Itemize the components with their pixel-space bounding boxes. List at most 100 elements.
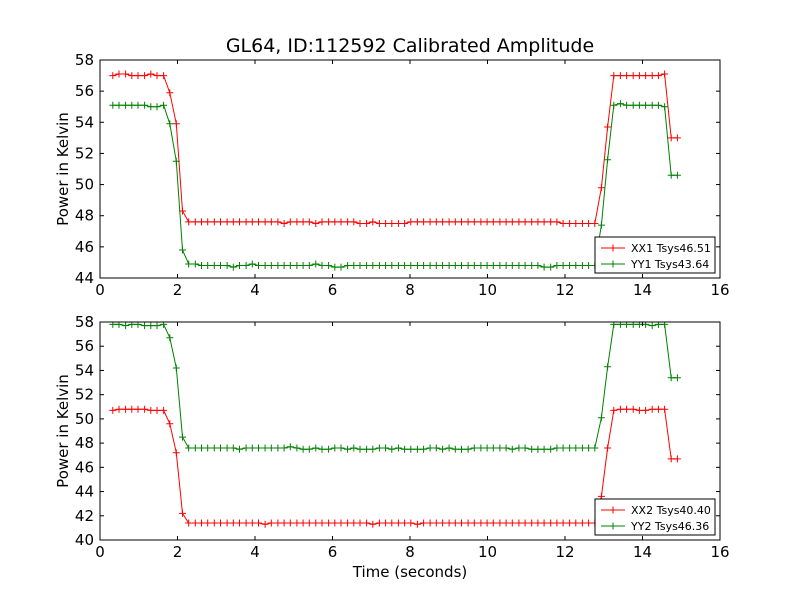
chart-2-series-1-point [293, 519, 301, 527]
chart-1-series-2-point [445, 262, 453, 269]
chart-2-series-2-point [489, 444, 497, 452]
chart-1-series-1-point [413, 218, 421, 226]
chart-2-series-1-point [274, 519, 282, 527]
chart-1-series-1-point [432, 218, 440, 226]
chart-1-legend-box [594, 236, 716, 274]
chart-2-series-2-point [515, 444, 523, 452]
chart-2-series-1-point [223, 519, 231, 527]
chart-2-series-1-point [280, 519, 288, 527]
chart-2-series-2-point [274, 444, 282, 452]
chart-1-series-1-point [477, 218, 485, 226]
chart-1-series-1-point [344, 218, 352, 226]
chart-2-series-1-point [635, 406, 643, 414]
chart-2-series-2-point [559, 444, 567, 452]
chart-2-series-1-point [420, 519, 428, 527]
chart-1-series-1-point [483, 218, 491, 226]
chart-2-series-2-point [305, 445, 313, 453]
chart-2-series-1-point [547, 519, 555, 527]
chart-1-y-tick-label: 58 [75, 51, 94, 69]
chart-1-x-tick-label: 12 [555, 281, 574, 299]
chart-2-series-2-point [388, 445, 396, 453]
chart-2-series-2-point [540, 445, 548, 453]
chart-2-series-1-point [489, 519, 497, 527]
chart-1-series-2-point [654, 101, 662, 109]
chart-2-series-1-point [515, 519, 523, 527]
chart-1-x-tick-label: 4 [250, 281, 260, 299]
chart-1-x-tick-label: 8 [405, 281, 415, 299]
chart-1-series-2-point [496, 262, 504, 269]
chart-2-series-1-point [191, 519, 199, 527]
chart-2-legend-label: YY2 Tsys46.36 [630, 520, 709, 533]
chart-2-series-1-point [553, 519, 561, 527]
chart-1-series-2-point [255, 262, 262, 269]
chart-1-series-1-point [572, 220, 580, 227]
chart-1-series-1-point [566, 220, 574, 227]
chart-2-series-1-point [439, 519, 447, 527]
chart-2-series-2-point [585, 444, 593, 452]
chart-2-series-1-point [236, 519, 243, 527]
chart-1-series-1-point [610, 72, 618, 80]
chart-1-series-1-point [128, 72, 136, 80]
chart-2-series-2-point [597, 414, 605, 422]
chart-2-series-2-point [318, 445, 326, 453]
chart-1-series-1-point [293, 218, 301, 226]
chart-1-legend-marker [609, 244, 617, 252]
chart-2-series-2-point [337, 444, 345, 452]
chart-2-series-2-point [591, 444, 599, 452]
chart-1-series-2-point [464, 262, 472, 269]
chart-2-series-1-point [629, 405, 637, 413]
chart-1-series-2-point [439, 262, 447, 269]
chart-2-x-tick-label: 0 [95, 543, 105, 561]
chart-1-series-2-point [635, 101, 643, 109]
chart-1-series-2-point [547, 263, 555, 271]
chart-1-series-2-point [236, 262, 243, 269]
chart-1-series-1-point [394, 220, 402, 227]
chart-1-series-2-point [508, 262, 516, 269]
chart-2-series-1-point [369, 520, 377, 528]
chart-2-series-2-point [604, 363, 612, 371]
chart-1-series-1-point [280, 220, 288, 227]
chart-1-series-2-point [470, 262, 478, 269]
chart-1-series-2-point [401, 262, 409, 269]
chart-2-series-2-point [477, 444, 485, 452]
chart-2-series-1-point [255, 519, 262, 527]
chart-1-series-1-point [426, 218, 434, 226]
chart-1-series-1-point [559, 220, 567, 227]
chart-1-series-2-point [344, 262, 352, 269]
chart-1-series-1-point [172, 120, 180, 128]
chart-2-series-1-point [109, 406, 117, 414]
chart-2-x-tick-label: 14 [633, 543, 652, 561]
chart-2-series-1-point [128, 405, 136, 413]
chart-2-x-tick-label: 6 [328, 543, 338, 561]
chart-2-series-2-point [496, 444, 504, 452]
chart-2-series-1-point [502, 519, 510, 527]
chart-2-series-2-point [210, 444, 218, 452]
chart-1-y-tick-label: 50 [75, 176, 94, 194]
chart-1-series-2-point [369, 262, 377, 269]
chart-1-series-2-point [217, 262, 224, 269]
chart-1-series-1 [109, 70, 681, 227]
chart-1-series-2-point [534, 262, 542, 269]
chart-1-series-2-point [597, 221, 605, 229]
chart-1-series-2-point [540, 263, 548, 271]
chart-2-series-1-point [185, 519, 193, 527]
chart-1-series-2-point [489, 262, 497, 269]
chart-2-series-1-point [115, 405, 123, 413]
chart-2-series-1-point [610, 406, 618, 414]
chart-2-y-tick-label: 48 [75, 434, 94, 452]
chart-2-series-1-point [470, 519, 478, 527]
chart-1-series-2-point [293, 262, 301, 269]
chart-2-series-2-point [470, 444, 478, 452]
chart-1-series-1-point [185, 218, 193, 226]
chart-2-series-1-point [242, 519, 250, 527]
chart-1-series-1-point [528, 218, 536, 226]
chart-1-series-2-point [134, 101, 142, 109]
chart-1-series-1-point [198, 218, 205, 226]
chart-1-series-1-point [451, 218, 459, 226]
chart-1-series-2-point [432, 262, 440, 269]
chart-1-series-2-point [185, 260, 193, 268]
chart-1-series-1-point [604, 123, 612, 131]
chart-1-series-1-point [629, 72, 637, 80]
chart-1-series-1-point [223, 218, 231, 226]
